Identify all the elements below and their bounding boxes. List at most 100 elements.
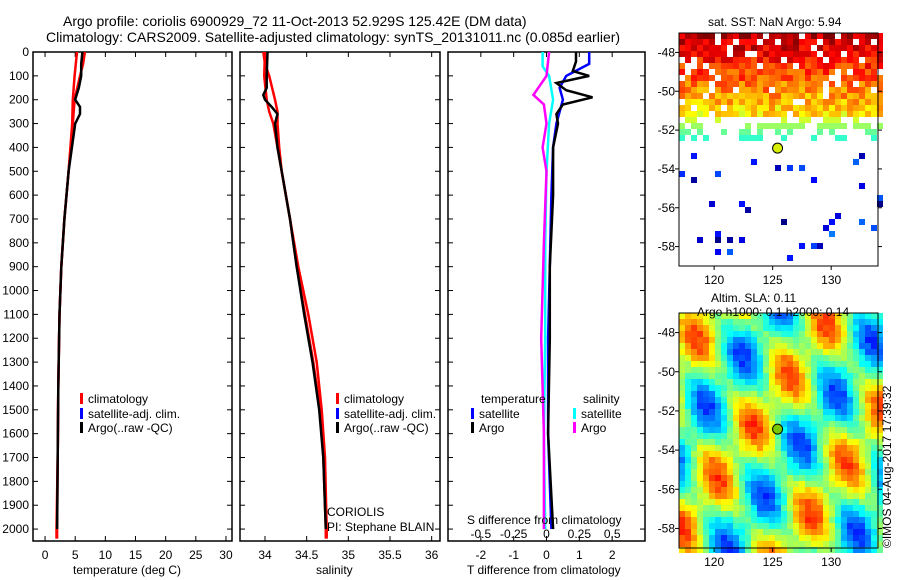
map-cell — [799, 523, 805, 529]
map-cell — [871, 511, 877, 517]
map-cell — [685, 427, 691, 433]
map-cell — [877, 469, 883, 475]
map-cell — [841, 57, 847, 63]
map-cell — [829, 231, 835, 237]
map-cell — [799, 505, 805, 511]
map-cell — [751, 481, 757, 487]
map-cell — [727, 427, 733, 433]
map-cell — [793, 313, 799, 319]
map-cell — [853, 93, 859, 99]
map-cell — [799, 63, 805, 69]
map-cell — [721, 57, 727, 63]
map-cell — [739, 457, 745, 463]
map-cell — [817, 397, 823, 403]
map-cell — [799, 117, 805, 123]
map-cell — [847, 111, 853, 117]
map-cell — [775, 457, 781, 463]
map-cell — [679, 105, 685, 111]
map-cell — [799, 331, 805, 337]
map-cell — [679, 481, 685, 487]
map-cell — [751, 105, 757, 111]
map-cell — [769, 343, 775, 349]
map-cell — [745, 523, 751, 529]
map-cell — [835, 391, 841, 397]
map-cell — [697, 111, 703, 117]
map-cell — [853, 439, 859, 445]
map-cell — [823, 63, 829, 69]
map-cell — [751, 457, 757, 463]
map-cell — [679, 349, 685, 355]
map-cell — [775, 397, 781, 403]
map-cell — [817, 529, 823, 535]
map-cell — [763, 493, 769, 499]
map-cell — [685, 373, 691, 379]
map-cell — [841, 325, 847, 331]
map-cell — [823, 511, 829, 517]
map-cell — [793, 487, 799, 493]
map-cell — [721, 439, 727, 445]
map-cell — [697, 325, 703, 331]
map-cell — [877, 361, 883, 367]
map-cell — [787, 129, 793, 135]
temperature-legend: climatology satellite-adj. clim. Argo(..… — [80, 392, 180, 436]
map-cell — [865, 439, 871, 445]
map-cell — [763, 51, 769, 57]
map-cell — [739, 129, 745, 135]
map-cell — [799, 451, 805, 457]
x-tick-label: 1 — [576, 548, 583, 562]
map-cell — [781, 529, 787, 535]
map-cell — [715, 541, 721, 547]
x-tick-label: 36 — [425, 548, 439, 562]
map-cell — [841, 33, 847, 39]
map-cell — [739, 541, 745, 547]
map-cell — [763, 349, 769, 355]
map-cell — [709, 541, 715, 547]
map-cell — [823, 427, 829, 433]
map-cell — [709, 493, 715, 499]
map-cell — [775, 105, 781, 111]
map-cell — [793, 379, 799, 385]
map-cell — [859, 433, 865, 439]
map-cell — [757, 547, 763, 553]
map-cell — [859, 499, 865, 505]
map-cell — [715, 469, 721, 475]
map-cell — [847, 493, 853, 499]
map-cell — [847, 319, 853, 325]
map-cell — [763, 45, 769, 51]
map-cell — [745, 63, 751, 69]
map-cell — [829, 541, 835, 547]
map-cell — [715, 361, 721, 367]
map-cell — [709, 331, 715, 337]
map-cell — [709, 105, 715, 111]
map-cell — [727, 421, 733, 427]
map-cell — [865, 129, 871, 135]
map-cell — [703, 475, 709, 481]
map-cell — [763, 415, 769, 421]
map-cell — [757, 523, 763, 529]
map-cell — [751, 517, 757, 523]
map-cell — [775, 373, 781, 379]
map-cell — [739, 313, 745, 319]
y-tick-label: 500 — [9, 164, 29, 178]
map-cell — [871, 439, 877, 445]
y-tick-label: 200 — [9, 93, 29, 107]
map-cell — [715, 45, 721, 51]
map-cell — [763, 337, 769, 343]
map-cell — [805, 499, 811, 505]
map-cell — [769, 487, 775, 493]
map-cell — [781, 451, 787, 457]
map-cell — [817, 349, 823, 355]
map-cell — [835, 45, 841, 51]
map-cell — [871, 111, 877, 117]
map-cell — [709, 379, 715, 385]
map-cell — [817, 451, 823, 457]
map-cell — [745, 373, 751, 379]
map-cell — [799, 45, 805, 51]
map-cell — [811, 243, 817, 249]
map-cell — [823, 535, 829, 541]
map-cell — [871, 51, 877, 57]
map-cell — [727, 385, 733, 391]
map-cell — [745, 409, 751, 415]
map-cell — [769, 397, 775, 403]
map-cell — [703, 397, 709, 403]
